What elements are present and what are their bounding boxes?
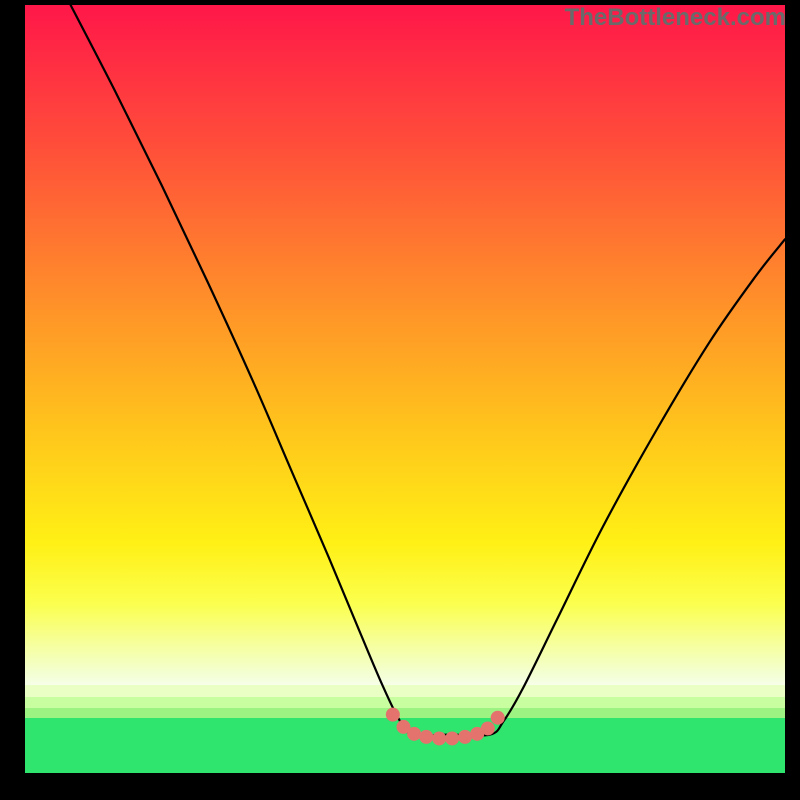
bottom-band [25, 697, 785, 708]
frame-border-right [785, 0, 800, 800]
chart-stage: TheBottleneck.com [0, 0, 800, 800]
frame-border-bottom [0, 773, 800, 800]
frame-border-left [0, 0, 25, 800]
background-gradient [25, 5, 785, 773]
watermark-text: TheBottleneck.com [565, 4, 786, 32]
plot-area [25, 5, 785, 773]
bottom-band [25, 685, 785, 697]
bottom-band [25, 718, 785, 773]
bottom-band [25, 708, 785, 718]
